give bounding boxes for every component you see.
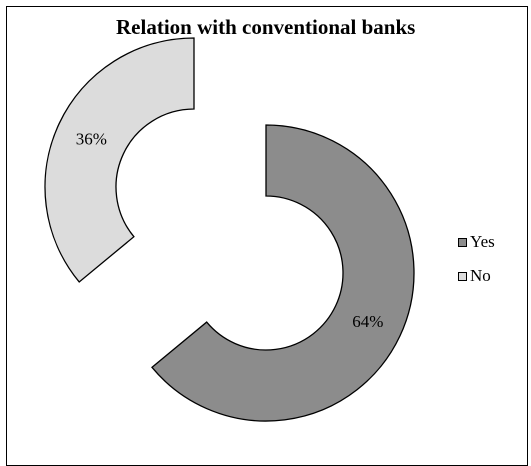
legend-item-yes: Yes — [458, 230, 495, 254]
data-label-no: 36% — [76, 130, 107, 149]
legend-label-yes: Yes — [470, 232, 495, 251]
data-label-yes: 64% — [352, 312, 383, 331]
legend-item-no: No — [458, 264, 495, 288]
legend-swatch-yes — [458, 237, 467, 247]
legend-swatch-no — [458, 271, 467, 281]
slice-yes — [151, 124, 415, 422]
chart-legend: Yes No — [458, 230, 495, 298]
chart-title: Relation with conventional banks — [116, 15, 416, 39]
slice-no — [44, 37, 195, 283]
legend-label-no: No — [470, 266, 491, 285]
